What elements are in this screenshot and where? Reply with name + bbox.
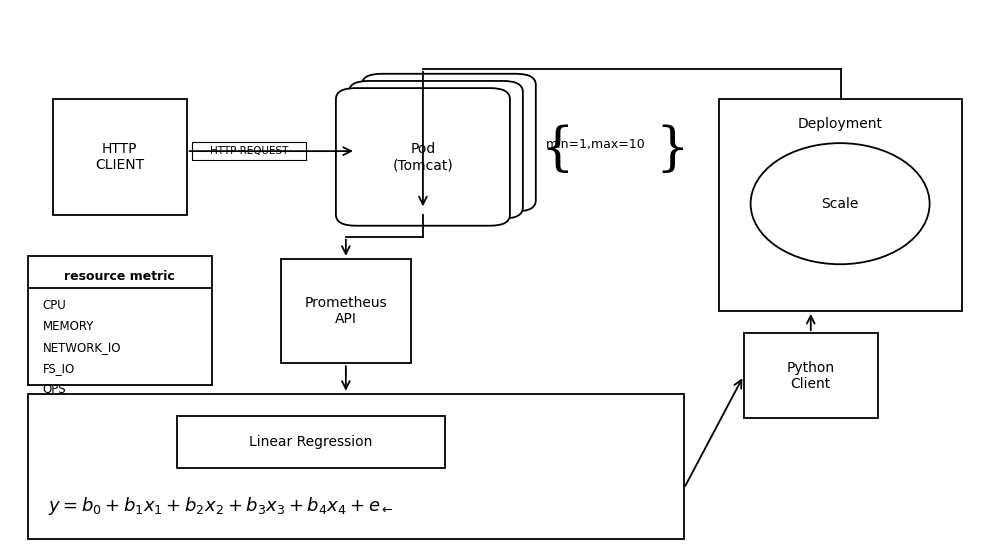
FancyBboxPatch shape: [28, 256, 212, 385]
Text: min=1,max=10: min=1,max=10: [546, 138, 645, 151]
FancyBboxPatch shape: [336, 88, 510, 226]
FancyBboxPatch shape: [349, 81, 523, 219]
Text: Deployment: Deployment: [798, 117, 883, 131]
Text: MEMORY: MEMORY: [43, 320, 94, 333]
FancyBboxPatch shape: [719, 99, 962, 311]
FancyBboxPatch shape: [192, 142, 306, 160]
Text: resource metric: resource metric: [64, 270, 175, 284]
FancyBboxPatch shape: [177, 416, 445, 468]
FancyBboxPatch shape: [281, 259, 411, 363]
Text: NETWORK_IO: NETWORK_IO: [43, 341, 121, 354]
Text: Scale: Scale: [821, 197, 859, 211]
Text: Linear Regression: Linear Regression: [249, 435, 373, 449]
Text: FS_IO: FS_IO: [43, 362, 75, 375]
Text: CPU: CPU: [43, 299, 66, 312]
Text: QPS: QPS: [43, 383, 66, 396]
Text: Pod
(Tomcat): Pod (Tomcat): [393, 142, 453, 172]
FancyBboxPatch shape: [362, 74, 536, 211]
Text: $y = b_0 + b_1x_1 + b_2x_2 + b_3x_3 + b_4x_4 + e_\leftarrow$: $y = b_0 + b_1x_1 + b_2x_2 + b_3x_3 + b_…: [48, 495, 393, 518]
Ellipse shape: [751, 143, 930, 264]
Text: }: }: [655, 124, 689, 175]
FancyBboxPatch shape: [28, 394, 684, 539]
Text: HTTP
CLIENT: HTTP CLIENT: [95, 142, 144, 172]
Text: {: {: [541, 124, 574, 175]
Text: Python
Client: Python Client: [787, 361, 835, 391]
Text: HTTP REQUEST: HTTP REQUEST: [210, 146, 288, 156]
FancyBboxPatch shape: [744, 333, 878, 418]
FancyBboxPatch shape: [53, 99, 187, 215]
Text: Prometheus
API: Prometheus API: [304, 296, 387, 326]
